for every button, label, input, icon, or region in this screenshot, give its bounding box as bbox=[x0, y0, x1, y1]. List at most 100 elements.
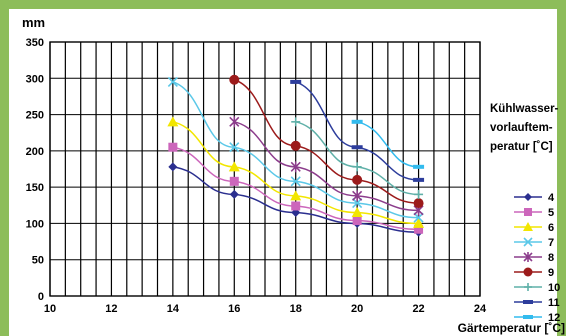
y-tick-label: 350 bbox=[26, 37, 44, 49]
data-point-marker bbox=[523, 252, 533, 262]
x-tick-label: 24 bbox=[474, 303, 487, 315]
series-line bbox=[234, 79, 419, 204]
legend-label: 7 bbox=[548, 237, 554, 249]
x-tick-labels: 10 12 14 16 18 20 22 24 bbox=[44, 303, 487, 315]
data-point-marker bbox=[229, 74, 240, 85]
legend-label: 11 bbox=[548, 297, 560, 309]
data-point-marker bbox=[524, 283, 532, 291]
series-7 bbox=[167, 76, 424, 223]
data-point-marker bbox=[228, 161, 240, 172]
data-point-marker bbox=[290, 161, 301, 173]
series-11 bbox=[290, 79, 425, 182]
data-point-marker bbox=[290, 176, 301, 187]
legend-item-10: 10 bbox=[514, 282, 560, 294]
data-point-marker bbox=[291, 117, 301, 127]
plot-border bbox=[49, 41, 481, 297]
y-axis-title: mm bbox=[22, 15, 45, 30]
y-tick-label: 250 bbox=[26, 110, 44, 122]
x-tick-label: 18 bbox=[290, 303, 302, 315]
data-point-marker bbox=[413, 217, 425, 228]
data-point-marker bbox=[523, 237, 533, 247]
series-5 bbox=[168, 142, 424, 234]
data-point-marker bbox=[352, 162, 362, 172]
x-tick-label: 10 bbox=[44, 303, 56, 315]
data-point-marker bbox=[413, 198, 424, 209]
series-10 bbox=[291, 117, 424, 199]
data-point-marker bbox=[167, 76, 178, 87]
y-tick-label: 150 bbox=[26, 182, 44, 194]
data-point-marker bbox=[229, 116, 240, 128]
data-point-marker bbox=[414, 224, 424, 234]
legend-label: 10 bbox=[548, 282, 560, 294]
data-point-marker bbox=[351, 145, 363, 150]
legend-item-8: 8 bbox=[514, 252, 554, 264]
data-point-marker bbox=[414, 189, 424, 199]
y-tick-label: 300 bbox=[26, 73, 44, 85]
data-point-marker bbox=[290, 190, 302, 201]
data-point-marker bbox=[524, 208, 532, 216]
legend-item-5: 5 bbox=[514, 207, 554, 219]
data-point-marker bbox=[523, 315, 533, 319]
grid bbox=[49, 41, 481, 297]
legend-label: 8 bbox=[548, 252, 554, 264]
x-tick-label: 16 bbox=[228, 303, 240, 315]
data-point-marker bbox=[229, 189, 239, 199]
legend-item-11: 11 bbox=[514, 297, 560, 309]
data-point-marker bbox=[351, 207, 363, 218]
data-point-marker bbox=[524, 193, 532, 201]
legend-title-line: Kühlwasser- bbox=[490, 103, 559, 115]
series-line bbox=[356, 121, 419, 168]
legend-item-4: 4 bbox=[514, 192, 555, 204]
legend-label: 9 bbox=[548, 267, 554, 279]
legend-label: 5 bbox=[548, 207, 554, 219]
chart-panel bbox=[9, 9, 557, 336]
legend-item-7: 7 bbox=[514, 237, 554, 249]
y-tick-label: 0 bbox=[38, 291, 44, 303]
legend: 4 5 6 7 8 9 10 11 12 bbox=[514, 192, 560, 324]
series-line bbox=[172, 121, 419, 225]
data-point-marker bbox=[291, 201, 301, 211]
data-point-marker bbox=[523, 300, 533, 304]
y-tick-label: 200 bbox=[26, 146, 44, 158]
series-lines bbox=[167, 74, 425, 237]
data-point-marker bbox=[229, 142, 240, 153]
data-point-marker bbox=[290, 79, 302, 84]
data-point-marker bbox=[168, 162, 178, 172]
legend-title: Kühlwasser-vorlauftem-peratur [˚C] bbox=[490, 103, 559, 153]
data-point-marker bbox=[168, 142, 178, 152]
series-line bbox=[234, 121, 419, 212]
x-tick-label: 22 bbox=[412, 303, 424, 315]
data-point-marker bbox=[352, 216, 362, 226]
series-6 bbox=[167, 116, 425, 228]
legend-title-line: vorlauftem- bbox=[490, 122, 553, 134]
x-tick-label: 12 bbox=[105, 303, 117, 315]
data-point-marker bbox=[413, 212, 424, 223]
data-point-marker bbox=[290, 140, 301, 151]
y-tick-labels: 0 50 100 150 200 250 300 350 bbox=[26, 37, 44, 303]
y-tick-label: 50 bbox=[32, 255, 44, 267]
data-point-marker bbox=[413, 177, 425, 182]
y-tick-label: 100 bbox=[26, 218, 44, 230]
data-point-marker bbox=[352, 198, 363, 209]
data-point-marker bbox=[523, 267, 533, 277]
data-point-marker bbox=[229, 176, 239, 186]
legend-item-12: 12 bbox=[514, 312, 560, 324]
data-point-marker bbox=[351, 119, 363, 124]
series-line bbox=[172, 81, 419, 219]
legend-label: 12 bbox=[548, 312, 560, 324]
x-tick-label: 14 bbox=[167, 303, 180, 315]
data-point-marker bbox=[167, 116, 179, 127]
legend-label: 4 bbox=[548, 192, 555, 204]
x-tick-label: 20 bbox=[351, 303, 363, 315]
legend-label: 6 bbox=[548, 222, 554, 234]
legend-title-line: peratur [˚C] bbox=[490, 141, 553, 153]
series-8 bbox=[229, 116, 424, 216]
data-point-marker bbox=[523, 222, 533, 231]
legend-item-6: 6 bbox=[514, 222, 554, 234]
x-axis-title: Gärtemperatur [˚C] bbox=[458, 321, 565, 335]
data-point-marker bbox=[413, 164, 425, 169]
series-9 bbox=[229, 74, 424, 209]
data-point-marker bbox=[352, 174, 363, 185]
